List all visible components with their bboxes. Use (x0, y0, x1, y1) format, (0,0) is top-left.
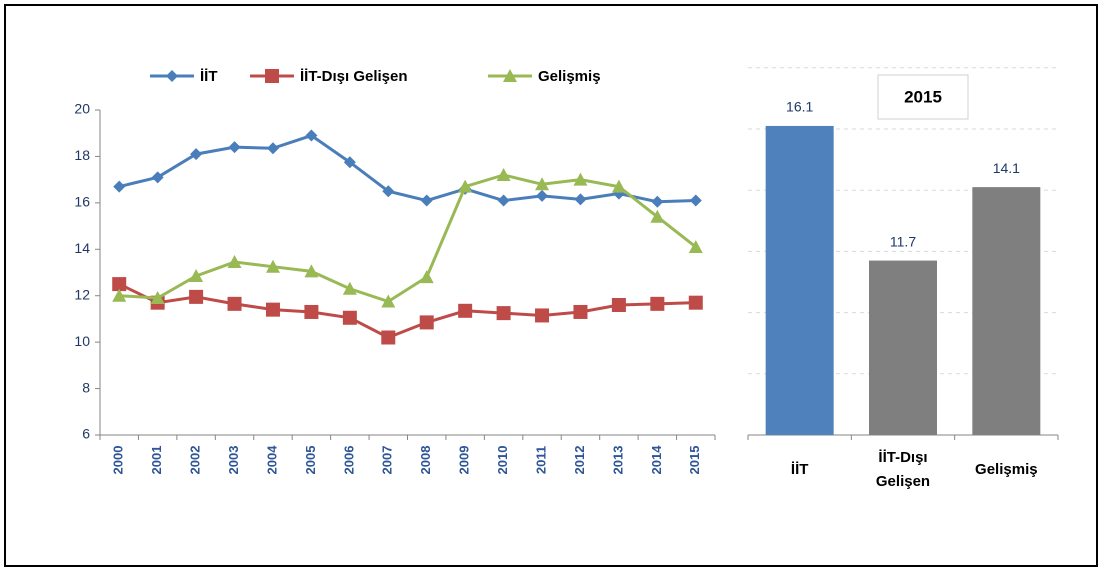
x-tick-label: 2013 (610, 446, 625, 475)
marker (304, 264, 319, 278)
legend-marker (503, 69, 517, 82)
marker (650, 296, 665, 311)
x-tick-label: Gelişmiş (975, 461, 1038, 478)
bar (765, 125, 834, 435)
marker (689, 194, 702, 207)
marker (265, 259, 280, 273)
marker (266, 142, 279, 155)
marker (190, 148, 203, 161)
x-tick-label: 2003 (226, 446, 241, 475)
marker (458, 303, 473, 318)
marker (305, 129, 318, 142)
x-tick-label: 2004 (264, 445, 279, 475)
marker (342, 310, 357, 325)
x-tick-label: 2005 (303, 446, 318, 475)
marker (343, 156, 356, 169)
marker (382, 185, 395, 198)
value-label: 11.7 (890, 233, 916, 249)
marker (574, 193, 587, 206)
marker (573, 172, 588, 186)
title-box (877, 74, 969, 120)
marker (342, 281, 357, 295)
marker (688, 239, 703, 253)
marker (189, 289, 204, 304)
marker (265, 302, 280, 317)
marker (381, 330, 396, 345)
y-tick-label: 6 (82, 426, 90, 442)
chart-title: 2015 (904, 87, 942, 106)
bar (972, 187, 1041, 435)
x-tick-label: 2006 (341, 446, 356, 475)
marker (651, 195, 664, 208)
marker (497, 194, 510, 207)
marker (151, 171, 164, 184)
marker (496, 168, 511, 181)
marker (113, 180, 126, 193)
marker (189, 268, 204, 282)
value-label: 14.1 (993, 160, 1020, 176)
y-tick-label: 12 (74, 286, 90, 302)
x-tick-label: 2015 (687, 446, 702, 475)
marker (611, 298, 626, 312)
marker (458, 179, 473, 193)
legend-label: İİT-Dışı Gelişen (300, 68, 408, 85)
marker (420, 194, 433, 207)
x-tick-label: 2002 (188, 446, 203, 475)
series-line (118, 282, 696, 340)
marker (228, 141, 241, 154)
x-tick-label: 2010 (495, 446, 510, 475)
x-tick-label: İİT-Dışı Gelişen (876, 449, 930, 490)
marker (112, 288, 127, 302)
marker (419, 270, 434, 284)
x-tick-label: 2000 (111, 446, 126, 475)
x-tick-label: 2007 (380, 446, 395, 475)
marker (688, 295, 703, 310)
marker (150, 291, 165, 305)
marker (112, 277, 127, 292)
y-tick-label: 8 (82, 379, 90, 395)
x-tick-label: İİT (791, 461, 809, 478)
legend-label: Gelişmiş (538, 68, 601, 85)
legend-label: İİT (200, 68, 218, 85)
y-tick-label: 14 (74, 240, 90, 256)
marker (535, 308, 550, 323)
marker (573, 304, 588, 319)
marker (650, 209, 665, 223)
y-tick-label: 20 (74, 101, 90, 117)
marker (536, 189, 549, 202)
marker (419, 315, 434, 330)
x-tick-label: 2009 (457, 446, 472, 475)
x-tick-label: 2001 (149, 446, 164, 475)
value-label: 16.1 (786, 99, 813, 115)
marker (227, 255, 242, 269)
legend-marker (265, 69, 279, 83)
bar (869, 260, 937, 435)
y-tick-label: 16 (74, 194, 90, 210)
legend-marker (166, 70, 178, 82)
x-tick-label: 2011 (533, 446, 548, 474)
x-tick-label: 2014 (649, 445, 664, 475)
marker (496, 306, 511, 321)
series-line (119, 173, 697, 304)
series-line (118, 133, 696, 204)
y-tick-label: 10 (74, 333, 90, 349)
x-tick-label: 2012 (572, 446, 587, 475)
x-tick-label: 2008 (418, 446, 433, 475)
marker (381, 294, 396, 308)
marker (304, 304, 319, 319)
y-tick-label: 18 (74, 147, 90, 163)
marker (227, 296, 242, 311)
marker (611, 179, 626, 193)
marker (535, 177, 550, 191)
